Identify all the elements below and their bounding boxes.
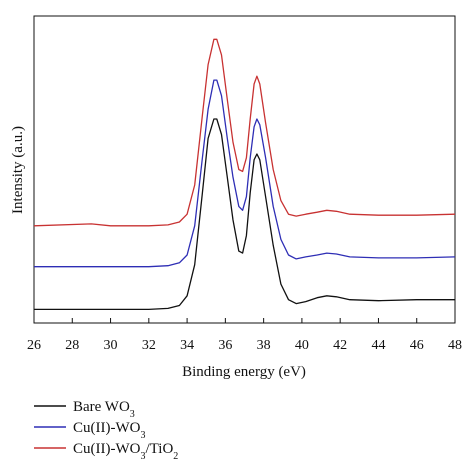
legend-label-0: Bare WO3 — [73, 399, 135, 420]
plot-frame — [33, 15, 456, 324]
x-tick-label: 48 — [448, 338, 462, 353]
x-tick-label: 46 — [410, 338, 424, 353]
x-tick-label: 36 — [218, 338, 232, 353]
x-tick-label: 38 — [257, 338, 271, 353]
x-axis-label: Binding energy (eV) — [182, 364, 306, 380]
x-tick-label: 30 — [104, 338, 118, 353]
x-tick-label: 34 — [180, 338, 194, 353]
series-layer — [33, 38, 456, 311]
x-tick-label: 26 — [27, 338, 41, 353]
x-axis-ticks: 26 28 30 32 34 36 38 40 42 44 46 48 — [27, 318, 462, 353]
x-tick-label: 42 — [333, 338, 347, 353]
y-axis-label: Intensity (a.u.) — [10, 126, 26, 214]
legend-label-2: Cu(II)-WO3/TiO2 — [73, 441, 178, 462]
x-tick-label: 32 — [142, 338, 156, 353]
series-line-2 — [33, 38, 456, 227]
legend-label-1: Cu(II)-WO3 — [73, 420, 145, 441]
series-line-0 — [34, 118, 455, 311]
x-tick-label: 40 — [295, 338, 309, 353]
series-line-1 — [34, 79, 456, 268]
x-tick-label: 28 — [65, 338, 79, 353]
x-tick-label: 44 — [371, 338, 385, 353]
